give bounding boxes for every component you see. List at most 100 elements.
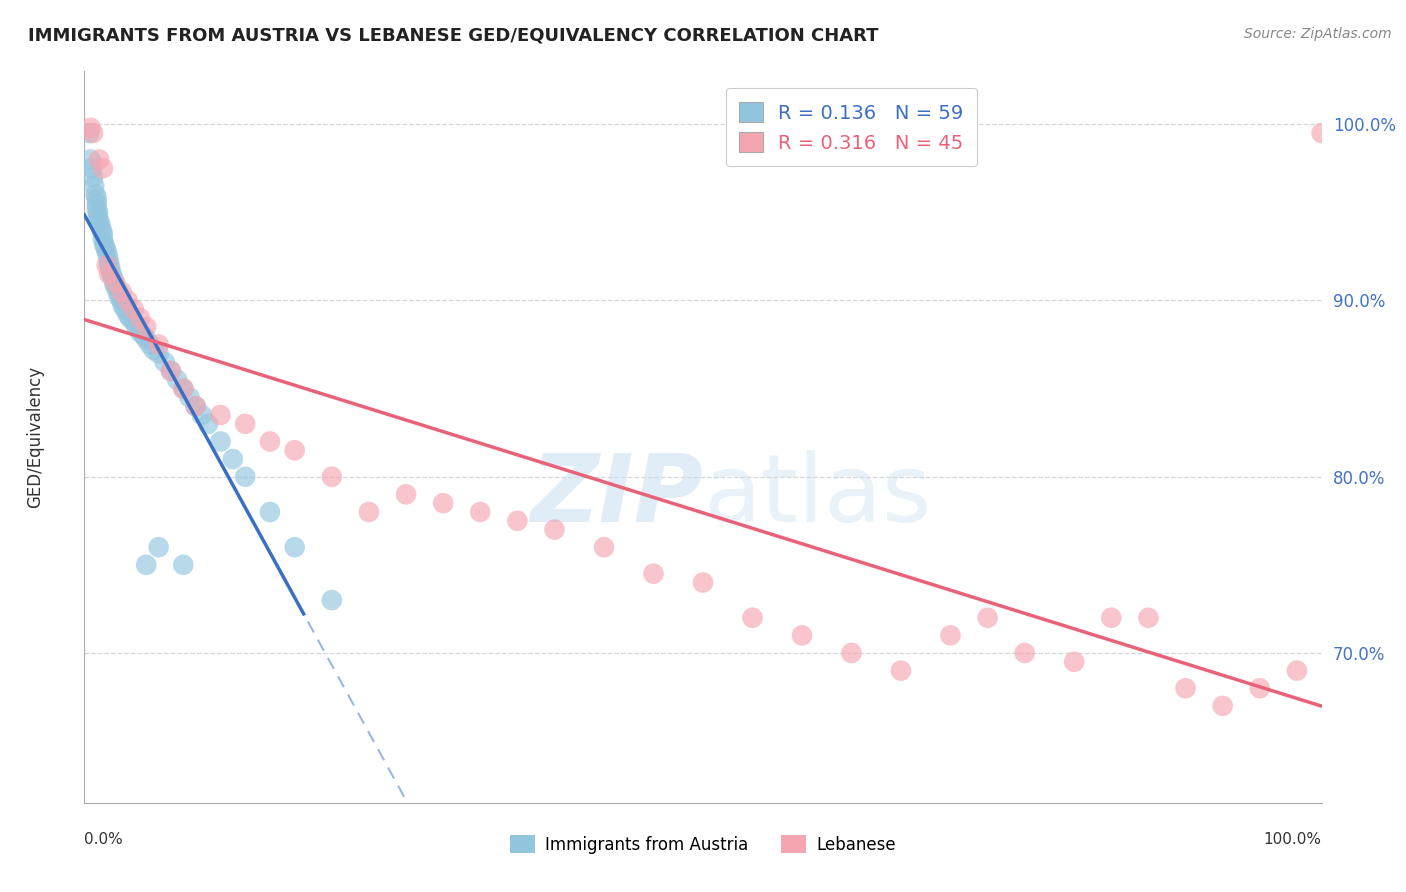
Point xyxy=(395,487,418,501)
Point xyxy=(89,218,111,232)
Point xyxy=(111,299,134,313)
Point xyxy=(135,332,157,346)
Point xyxy=(284,540,307,554)
Point xyxy=(96,258,118,272)
Point xyxy=(1137,611,1160,625)
Point xyxy=(1285,664,1308,678)
Point xyxy=(222,452,245,467)
Point xyxy=(89,214,111,228)
Point xyxy=(432,496,454,510)
Point xyxy=(129,311,152,326)
Point xyxy=(160,364,183,378)
Point xyxy=(153,355,176,369)
Point xyxy=(89,153,111,167)
Point xyxy=(939,628,962,642)
Point xyxy=(80,161,103,176)
Point xyxy=(172,382,194,396)
Point xyxy=(233,417,256,431)
Point xyxy=(1310,126,1333,140)
Point xyxy=(132,328,155,343)
Point xyxy=(179,391,201,405)
Text: Source: ZipAtlas.com: Source: ZipAtlas.com xyxy=(1244,27,1392,41)
Point xyxy=(110,293,132,308)
Point xyxy=(148,346,170,360)
Point xyxy=(101,270,124,285)
Point xyxy=(139,337,162,351)
Point xyxy=(741,611,763,625)
Point xyxy=(593,540,616,554)
Point xyxy=(643,566,665,581)
Point xyxy=(110,285,132,299)
Point xyxy=(470,505,492,519)
Point xyxy=(94,241,117,255)
Point xyxy=(259,434,281,449)
Point xyxy=(166,373,188,387)
Point xyxy=(86,196,108,211)
Point xyxy=(142,343,165,357)
Point xyxy=(148,540,170,554)
Point xyxy=(91,227,114,241)
Point xyxy=(191,408,214,422)
Point xyxy=(184,399,207,413)
Point xyxy=(506,514,529,528)
Point xyxy=(1099,611,1122,625)
Point xyxy=(790,628,813,642)
Text: ZIP: ZIP xyxy=(530,450,703,541)
Point xyxy=(98,261,121,276)
Text: 100.0%: 100.0% xyxy=(1264,832,1322,847)
Point xyxy=(108,290,131,304)
Point xyxy=(1063,655,1085,669)
Text: IMMIGRANTS FROM AUSTRIA VS LEBANESE GED/EQUIVALENCY CORRELATION CHART: IMMIGRANTS FROM AUSTRIA VS LEBANESE GED/… xyxy=(28,27,879,45)
Point xyxy=(284,443,307,458)
Point xyxy=(160,364,183,378)
Point xyxy=(172,558,194,572)
Point xyxy=(122,302,145,317)
Point xyxy=(86,202,108,216)
Point xyxy=(107,285,129,299)
Point xyxy=(98,254,121,268)
Point xyxy=(91,161,114,176)
Text: 0.0%: 0.0% xyxy=(84,832,124,847)
Point xyxy=(321,593,343,607)
Point xyxy=(82,170,104,185)
Point xyxy=(97,249,120,263)
Point xyxy=(100,267,122,281)
Point xyxy=(83,178,105,193)
Point xyxy=(120,311,142,326)
Point xyxy=(209,408,232,422)
Point xyxy=(692,575,714,590)
Point xyxy=(79,120,101,135)
Point xyxy=(86,191,108,205)
Point xyxy=(103,276,125,290)
Point xyxy=(209,434,232,449)
Point xyxy=(1249,681,1271,696)
Point xyxy=(114,302,136,317)
Point xyxy=(841,646,863,660)
Point xyxy=(117,293,139,308)
Point xyxy=(84,187,107,202)
Point xyxy=(172,382,194,396)
Point xyxy=(96,244,118,259)
Point xyxy=(87,205,110,219)
Point xyxy=(321,469,343,483)
Point xyxy=(259,505,281,519)
Point xyxy=(82,126,104,140)
Point xyxy=(104,279,127,293)
Point xyxy=(233,469,256,483)
Point xyxy=(1212,698,1234,713)
Point xyxy=(91,232,114,246)
Point xyxy=(104,276,127,290)
Text: atlas: atlas xyxy=(703,450,931,541)
Point xyxy=(976,611,998,625)
Point xyxy=(890,664,912,678)
Point xyxy=(357,505,380,519)
Point xyxy=(87,209,110,223)
Point xyxy=(129,325,152,339)
Point xyxy=(122,315,145,329)
Legend: Immigrants from Austria, Lebanese: Immigrants from Austria, Lebanese xyxy=(503,829,903,860)
Point xyxy=(117,308,139,322)
Point xyxy=(79,126,101,140)
Point xyxy=(1014,646,1036,660)
Point xyxy=(135,558,157,572)
Point xyxy=(98,258,121,272)
